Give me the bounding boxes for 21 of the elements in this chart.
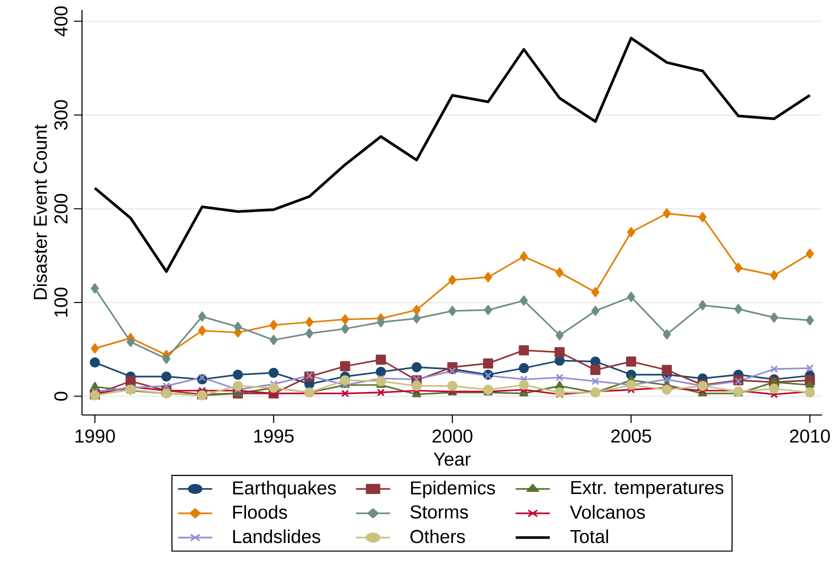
y-tick-label: 400 [54,6,68,36]
y-tick-label: 200 [54,194,68,224]
legend-label: Landslides [233,529,320,544]
legend-label: Extr. temperatures [571,481,724,498]
x-tick-label: 1990 [76,429,115,443]
y-tick-label: 300 [54,100,68,130]
legend-label: Earthquakes [233,480,336,498]
y-tick-label: 0 [54,392,68,401]
y-axis-title: Disaster Event Count [33,124,47,300]
legend-label: Epidemics [411,480,495,498]
legend-label: Others [410,529,465,544]
legend-label: Volcanos [570,505,645,519]
y-tick-label: 100 [54,288,68,317]
x-tick-label: 2000 [432,429,472,443]
legend-label: Storms [410,505,468,519]
legend-label: Floods [233,505,288,519]
x-tick-label: 2005 [611,429,652,443]
x-tick-label: 1995 [254,429,294,443]
legend-label: Total [570,529,608,544]
x-tick-label: 2010 [790,429,830,443]
x-axis-title: Year [434,452,471,466]
